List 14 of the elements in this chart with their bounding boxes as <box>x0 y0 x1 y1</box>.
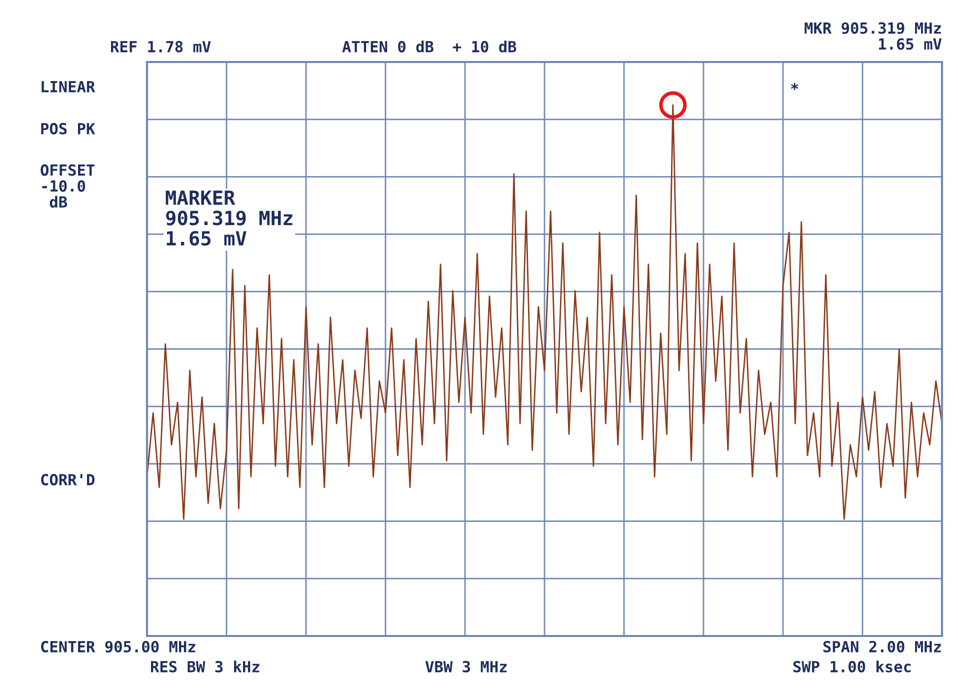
text: SPAN 2.00 MHz <box>823 640 941 652</box>
text: LINEAR <box>42 81 96 92</box>
text: OFFSET -10.0 dB <box>40 164 95 208</box>
text: REF 1.78 mV <box>110 40 211 52</box>
text: MKR 905.319 MHz 1.65 mV <box>804 22 942 50</box>
text: RES BW 3 kHz <box>150 660 260 672</box>
text: VBW 3 MHz <box>425 660 507 672</box>
text: POS PK <box>41 122 96 134</box>
text: CENTER 905.00 MHz <box>41 640 196 653</box>
annotation: MARKER 905.319 MHz 1.65 mV <box>166 190 292 246</box>
text: SWP 1.00 ksec <box>793 660 911 672</box>
text: * <box>790 82 798 90</box>
text: ATTEN 0 dB + 10 dB <box>342 40 516 52</box>
text: CORR'D <box>41 474 95 486</box>
